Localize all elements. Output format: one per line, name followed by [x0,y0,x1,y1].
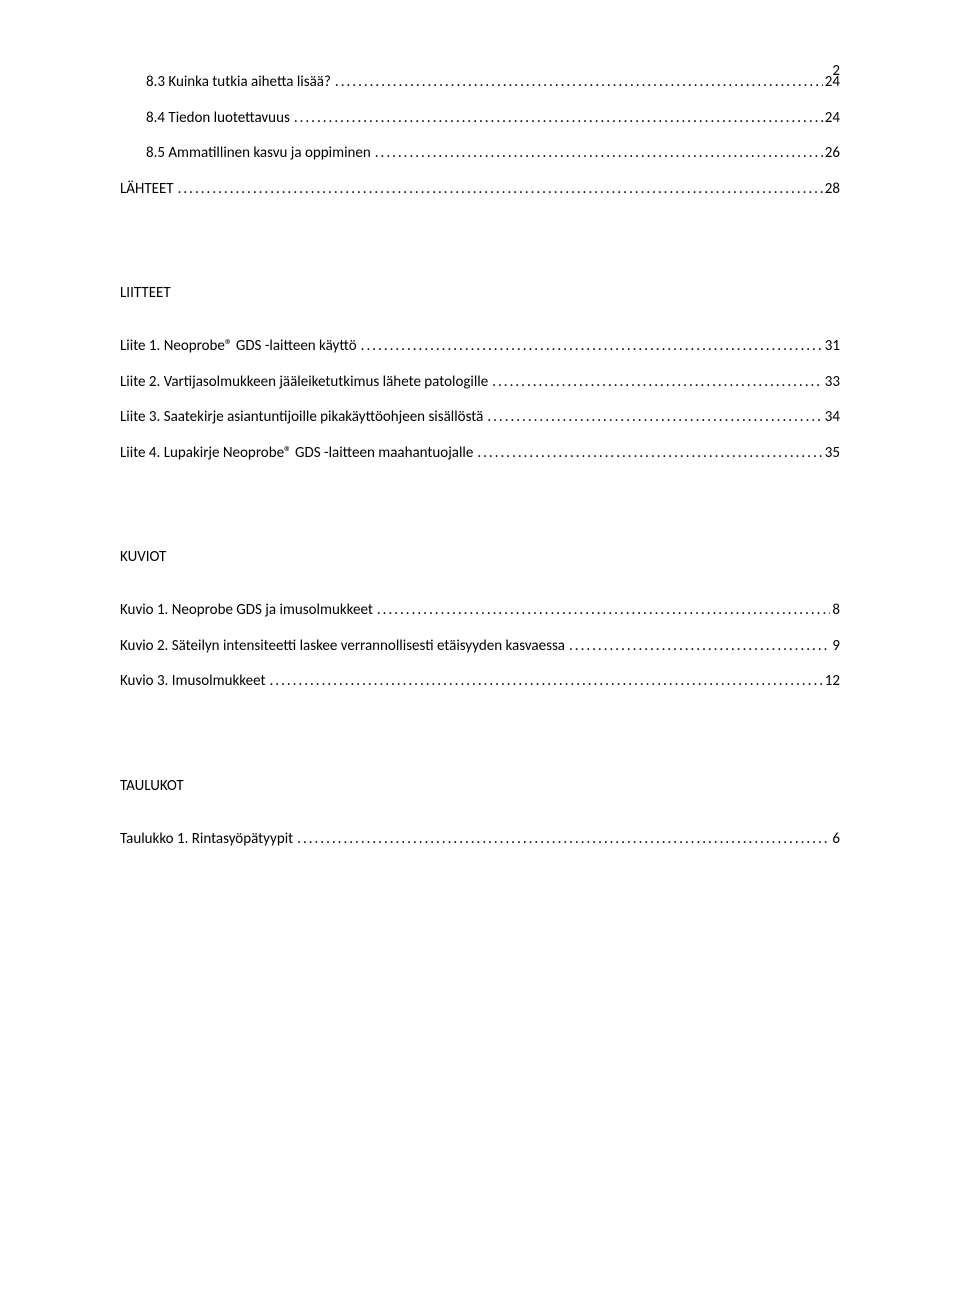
toc-entry-label: Kuvio 1. Neoprobe GDS ja imusolmukkeet [120,598,375,624]
page: 2 8.3 Kuinka tutkia aihetta lisää?......… [0,0,960,1295]
toc-entry-label: Liite 2. Vartijasolmukkeen jääleiketutki… [120,370,490,396]
toc-entry-label: 8.3 Kuinka tutkia aihetta lisää? [146,70,333,96]
toc-leader: ........................................… [567,634,830,660]
toc-entry-page: 6 [830,827,840,853]
toc-line: Liite 3. Saatekirje asiantuntijoille pik… [120,405,840,431]
toc-section: 8.3 Kuinka tutkia aihetta lisää?........… [120,70,840,202]
toc-entry-page: 31 [823,334,840,360]
toc-entry-label: 8.5 Ammatillinen kasvu ja oppiminen [146,141,373,167]
section-heading: LIITTEET [120,284,840,302]
toc-entry-label: Taulukko 1. Rintasyöpätyypit [120,827,295,853]
toc-line: 8.5 Ammatillinen kasvu ja oppiminen.....… [120,141,840,167]
toc-line: 8.3 Kuinka tutkia aihetta lisää?........… [120,70,840,96]
toc-line: Taulukko 1. Rintasyöpätyypit............… [120,827,840,853]
toc-leader: ........................................… [295,827,830,853]
toc-entry-label: LÄHTEET [120,177,176,203]
toc-leader: ........................................… [490,370,823,396]
toc-entry-page: 12 [823,669,840,695]
toc-leader: ........................................… [475,441,822,467]
toc-entry-page: 26 [823,141,840,167]
toc-section: Kuvio 1. Neoprobe GDS ja imusolmukkeet..… [120,598,840,695]
toc-entry-label: Liite 3. Saatekirje asiantuntijoille pik… [120,405,485,431]
toc-entry-label: Kuvio 2. Säteilyn intensiteetti laskee v… [120,634,567,660]
section-heading: KUVIOT [120,548,840,566]
page-number: 2 [832,62,840,80]
toc-entry-label: Liite 4. Lupakirje Neoprobe® GDS -laitte… [120,441,475,467]
toc-entry-page: 35 [823,441,840,467]
toc-line: Liite 4. Lupakirje Neoprobe® GDS -laitte… [120,441,840,467]
spacer [120,576,840,598]
toc-leader: ........................................… [359,334,823,360]
toc-line: Liite 2. Vartijasolmukkeen jääleiketutki… [120,370,840,396]
toc-section: Liite 1. Neoprobe® GDS -laitteen käyttö.… [120,334,840,466]
toc-section: Taulukko 1. Rintasyöpätyypit............… [120,827,840,853]
toc-line: Liite 1. Neoprobe® GDS -laitteen käyttö.… [120,334,840,360]
spacer [120,805,840,827]
toc-line: 8.4 Tiedon luotettavuus.................… [120,106,840,132]
spacer [120,238,840,284]
toc-leader: ........................................… [375,598,831,624]
toc-entry-label: 8.4 Tiedon luotettavuus [146,106,292,132]
section-heading: TAULUKOT [120,777,840,795]
toc-leader: ........................................… [268,669,823,695]
toc-line: Kuvio 3. Imusolmukkeet..................… [120,669,840,695]
spacer [120,731,840,777]
toc-entry-page: 28 [823,177,840,203]
toc-entry-page: 24 [823,106,840,132]
toc-line: Kuvio 2. Säteilyn intensiteetti laskee v… [120,634,840,660]
toc-entry-label: Liite 1. Neoprobe® GDS -laitteen käyttö [120,334,359,360]
page-content: 8.3 Kuinka tutkia aihetta lisää?........… [120,70,840,852]
toc-entry-label: Kuvio 3. Imusolmukkeet [120,669,268,695]
toc-line: LÄHTEET.................................… [120,177,840,203]
toc-leader: ........................................… [292,106,823,132]
toc-line: Kuvio 1. Neoprobe GDS ja imusolmukkeet..… [120,598,840,624]
toc-leader: ........................................… [176,177,823,203]
toc-entry-page: 9 [830,634,840,660]
toc-entry-page: 33 [823,370,840,396]
toc-leader: ........................................… [333,70,823,96]
toc-leader: ........................................… [373,141,823,167]
toc-leader: ........................................… [485,405,822,431]
toc-entry-page: 34 [823,405,840,431]
toc-entry-page: 8 [830,598,840,624]
spacer [120,502,840,548]
spacer [120,312,840,334]
